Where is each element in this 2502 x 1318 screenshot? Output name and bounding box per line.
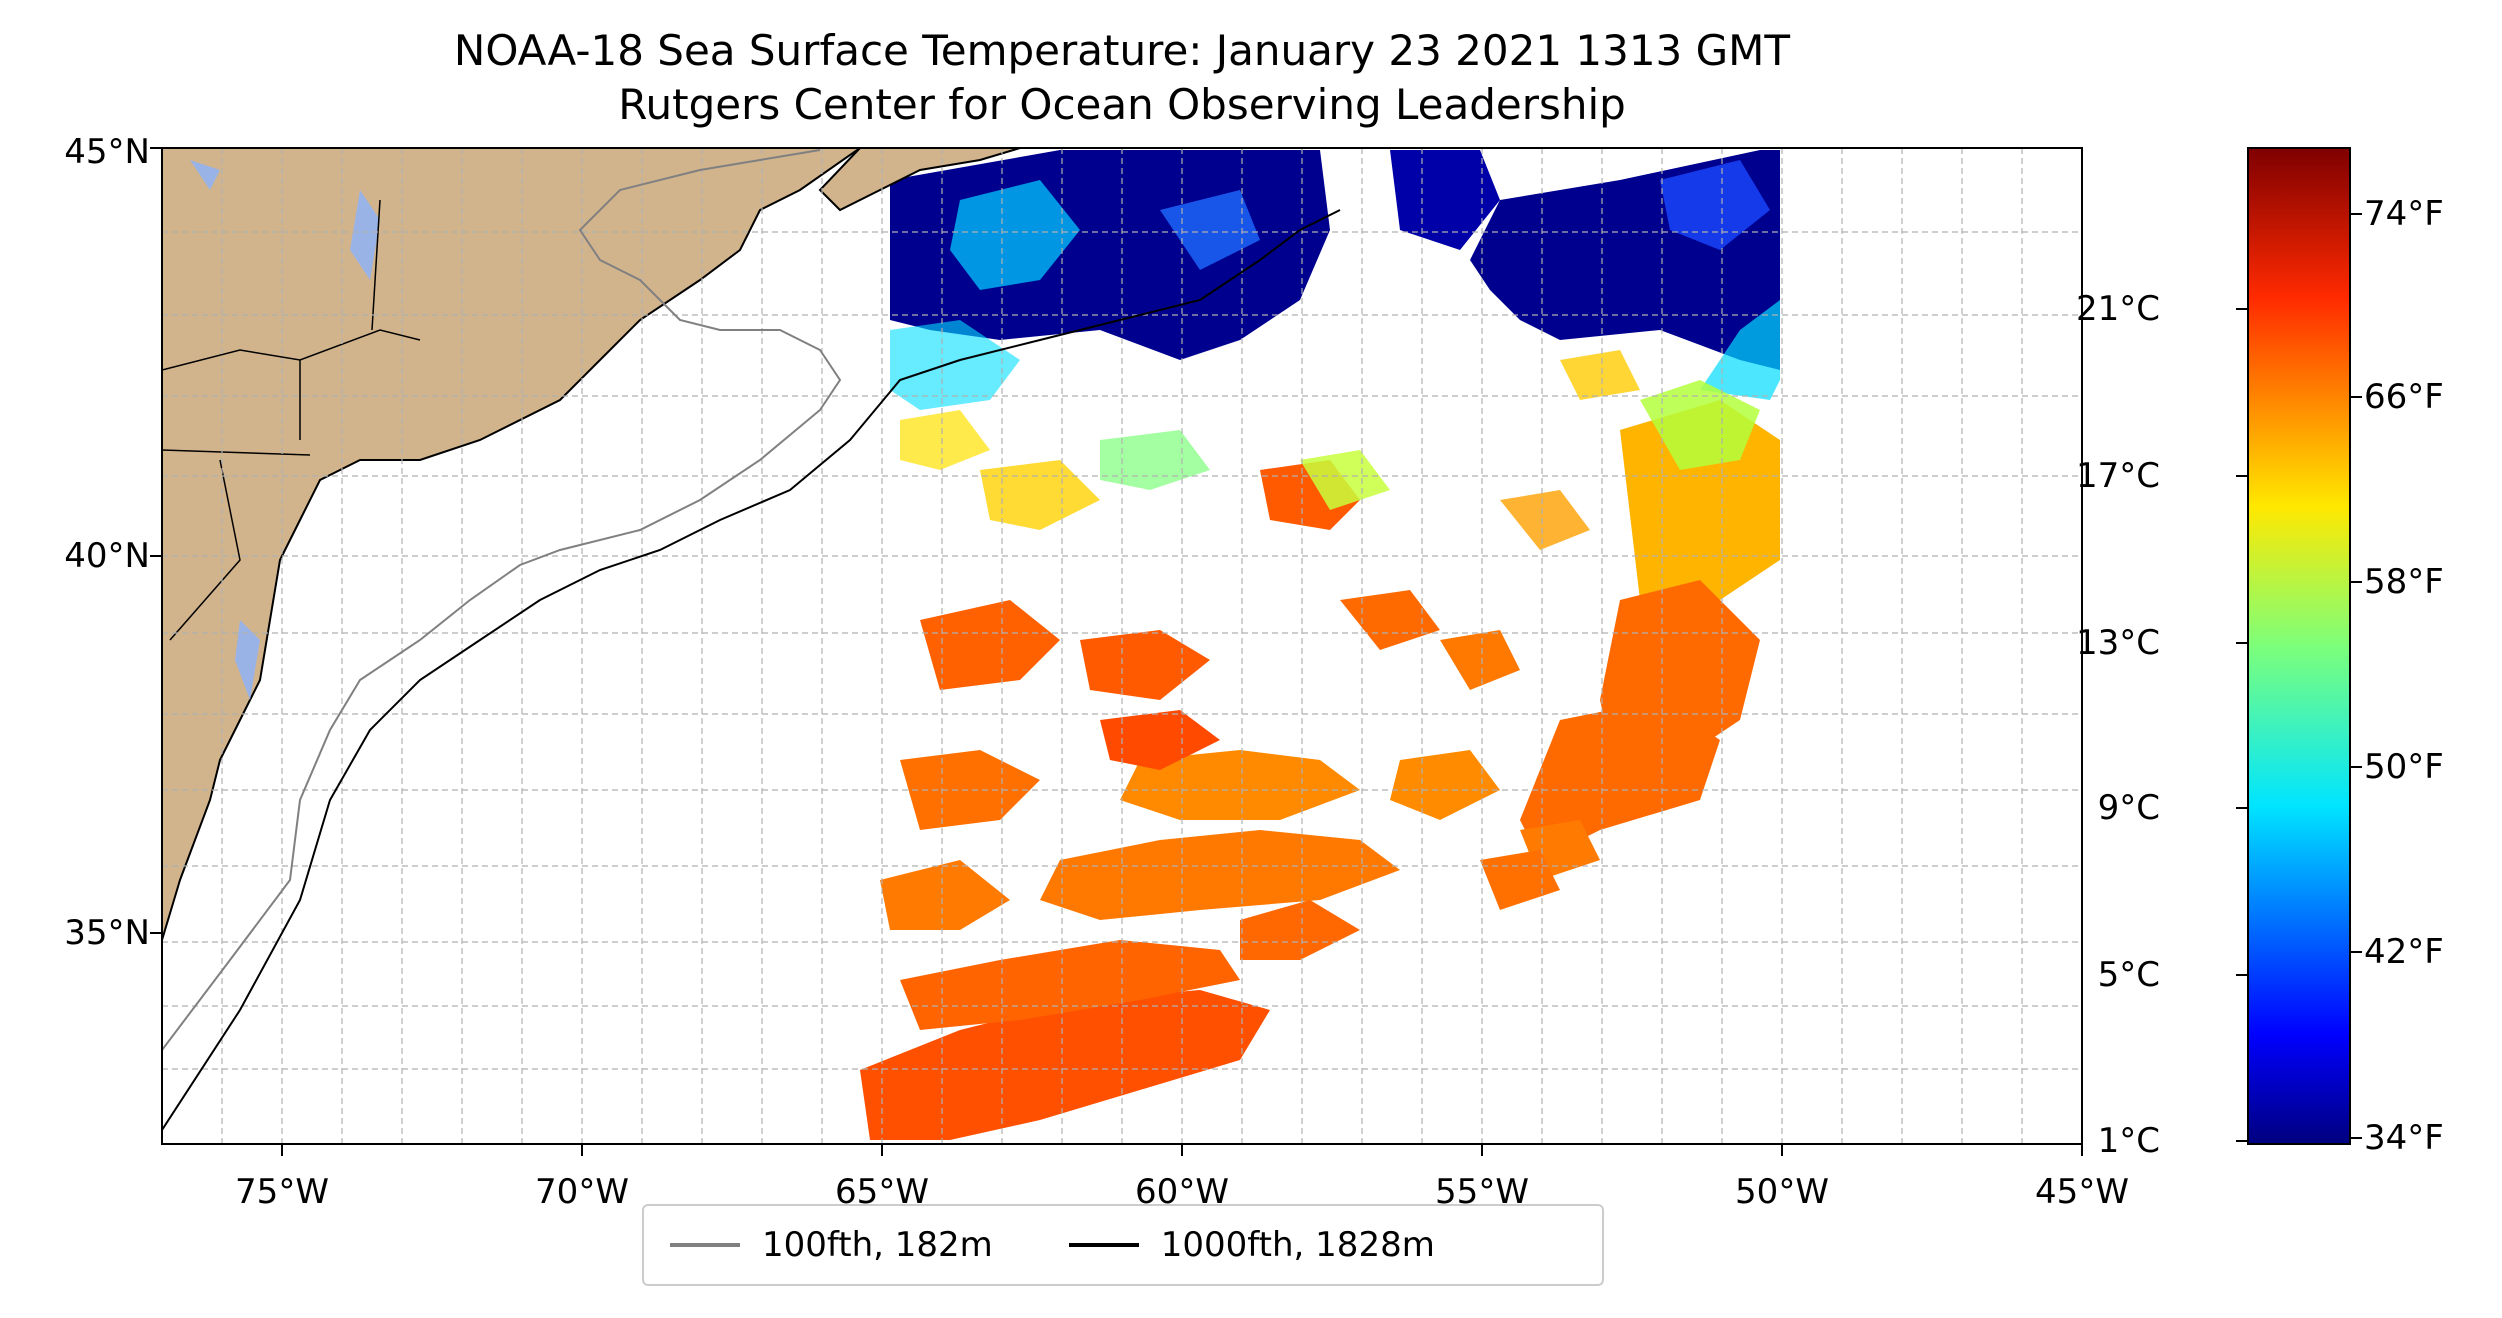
legend: 100fth, 182m 1000fth, 1828m [642, 1204, 1604, 1286]
land-north-america [162, 148, 1021, 941]
title-line-1: NOAA-18 Sea Surface Temperature: January… [453, 26, 1791, 75]
lon-tick-label: 75°W [235, 1172, 329, 1212]
lon-tick-label: 70°W [535, 1172, 629, 1212]
lon-tick-label: 45°W [2035, 1172, 2129, 1212]
lon-tick-label: 50°W [1735, 1172, 1829, 1212]
colorbar [2247, 147, 2351, 1145]
colorbar-fahrenheit-label: 74°F [2364, 194, 2444, 234]
colorbar-ticks [2236, 213, 2362, 1142]
colorbar-fahrenheit-label: 50°F [2364, 747, 2444, 787]
plot-frame [161, 147, 2083, 1145]
colorbar-celsius-label: 21°C [2075, 289, 2160, 329]
lat-tick-label: 45°N [64, 132, 150, 172]
colorbar-celsius-label: 9°C [2097, 788, 2160, 828]
colorbar-fahrenheit-label: 58°F [2364, 562, 2444, 602]
colorbar-celsius-label: 17°C [2075, 456, 2160, 496]
sst-warm-patches [860, 350, 1780, 1140]
lat-tick-label: 40°N [64, 536, 150, 576]
colorbar-fahrenheit-label: 42°F [2364, 932, 2444, 972]
chart-title: NOAA-18 Sea Surface Temperature: January… [160, 24, 2084, 132]
colorbar-celsius-label: 13°C [2075, 623, 2160, 663]
legend-item-100fth: 100fth, 182m [670, 1225, 1043, 1265]
colorbar-fahrenheit-label: 34°F [2364, 1118, 2444, 1158]
isobath-100fth [162, 149, 842, 1051]
tick-marks [150, 147, 2083, 1156]
legend-swatch-gray [670, 1243, 740, 1247]
colorbar-celsius-label: 5°C [2097, 955, 2160, 995]
title-line-2: Rutgers Center for Ocean Observing Leade… [618, 80, 1626, 129]
isobath-1000fth [162, 209, 1341, 1131]
legend-label: 100fth, 182m [762, 1225, 993, 1265]
legend-swatch-black [1068, 1243, 1139, 1247]
colorbar-celsius-label: 1°C [2097, 1121, 2160, 1161]
colorbar-fahrenheit-label: 66°F [2364, 377, 2444, 417]
legend-label: 1000fth, 1828m [1160, 1225, 1435, 1265]
legend-item-1000fth: 1000fth, 1828m [1068, 1225, 1485, 1265]
lat-tick-label: 35°N [64, 913, 150, 953]
graticule [162, 148, 2082, 1144]
